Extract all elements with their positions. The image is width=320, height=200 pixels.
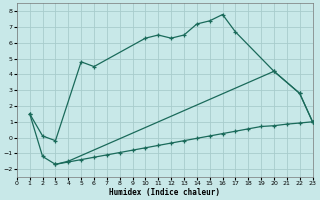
X-axis label: Humidex (Indice chaleur): Humidex (Indice chaleur) (109, 188, 220, 197)
